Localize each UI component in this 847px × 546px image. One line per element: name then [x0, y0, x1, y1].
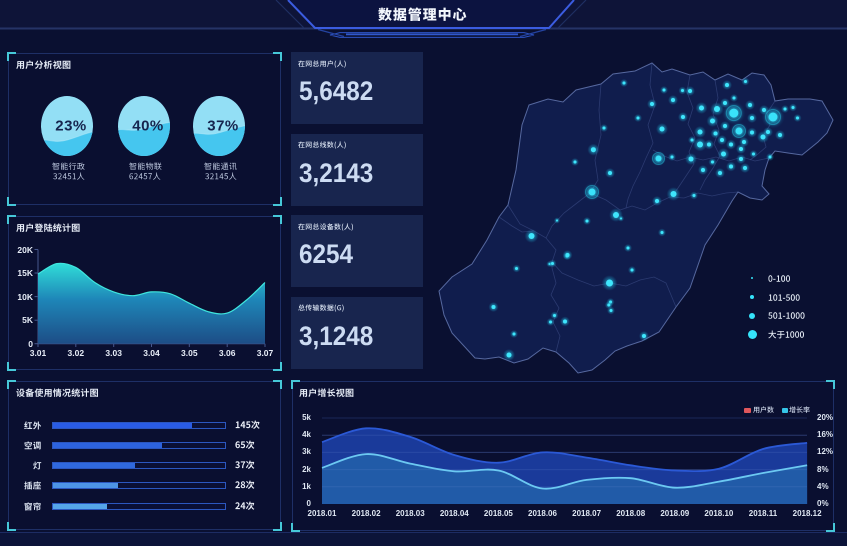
svg-text:40%: 40%	[132, 118, 164, 135]
svg-text:10K: 10K	[17, 292, 33, 302]
svg-text:3.05: 3.05	[181, 348, 198, 358]
svg-text:20K: 20K	[17, 245, 33, 255]
svg-text:23%: 23%	[55, 118, 87, 135]
svg-text:15K: 15K	[17, 268, 33, 278]
svg-text:3.07: 3.07	[257, 348, 274, 358]
svg-text:3.01: 3.01	[30, 348, 47, 358]
svg-text:3.04: 3.04	[143, 348, 160, 358]
svg-text:3.06: 3.06	[219, 348, 236, 358]
svg-text:3.03: 3.03	[105, 348, 122, 358]
svg-text:3.02: 3.02	[68, 348, 85, 358]
svg-text:37%: 37%	[207, 118, 239, 135]
svg-text:0: 0	[28, 339, 33, 349]
svg-text:5K: 5K	[22, 315, 34, 325]
